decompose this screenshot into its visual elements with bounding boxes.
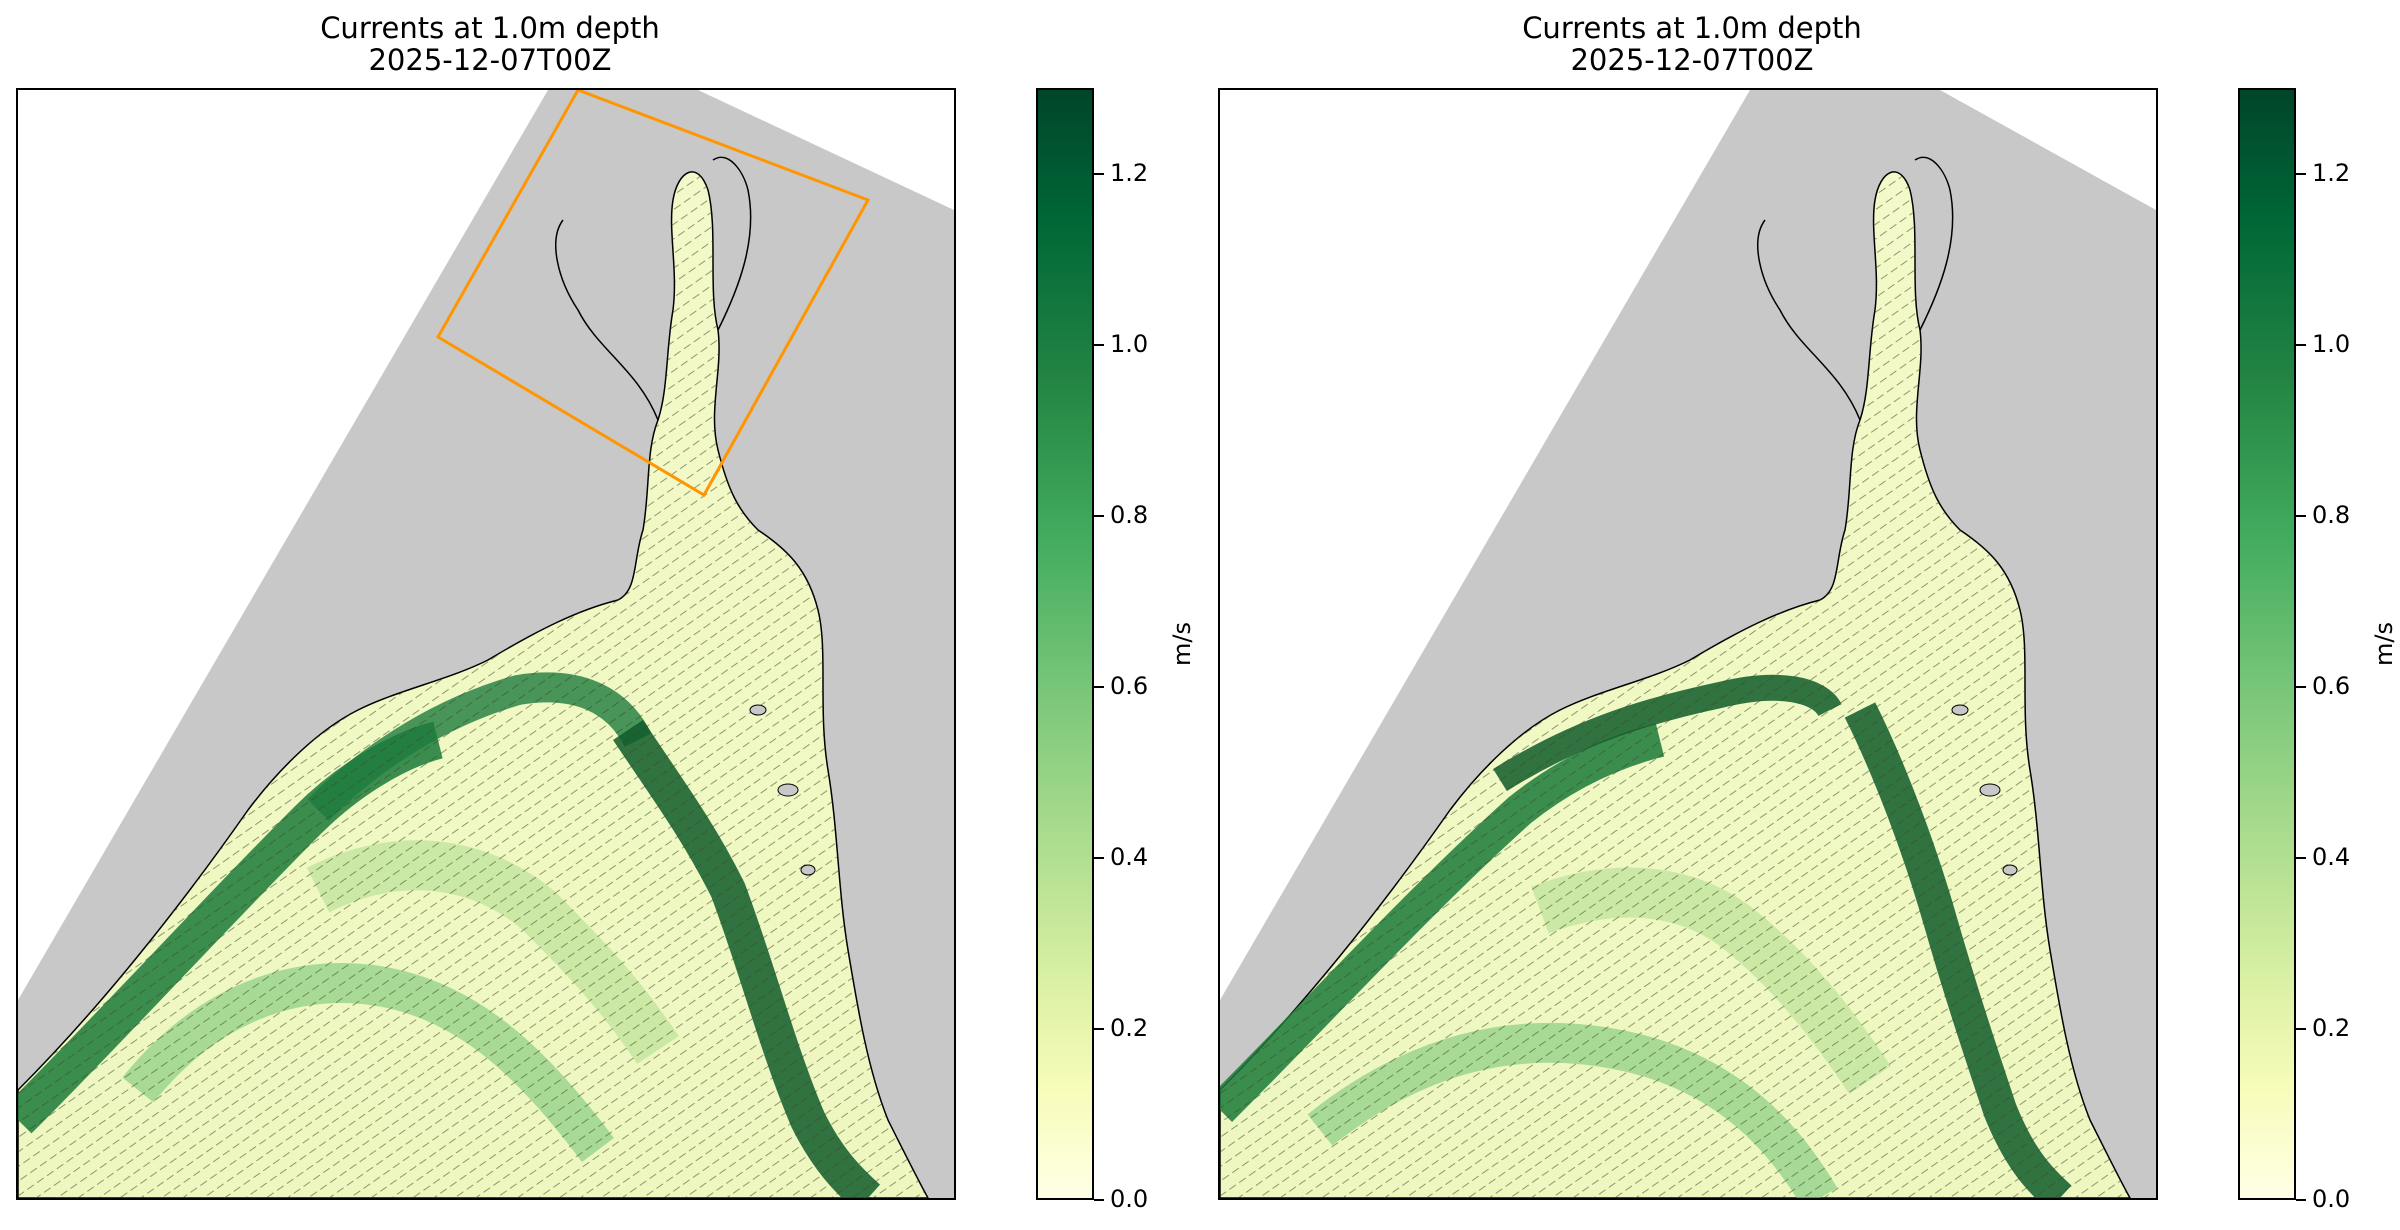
panel-2-colorbar-label: m/s [2369, 622, 2398, 666]
current-vectors [18, 171, 928, 1198]
cbar1-tick-6: 1.2 [1110, 159, 1149, 187]
fjord-arm-east [712, 156, 752, 331]
island [777, 783, 799, 797]
island [800, 864, 816, 876]
island [1951, 704, 1969, 716]
cbar2-tick-1: 0.2 [2312, 1014, 2351, 1042]
island [749, 704, 767, 716]
panel-1-colorbar-label: m/s [1167, 622, 1196, 666]
panel-2-title-line1: Currents at 1.0m depth [1522, 11, 1862, 45]
panel-1-colorbar [1036, 88, 1094, 1200]
panel-1-title-line1: Currents at 1.0m depth [320, 11, 660, 45]
fjord-arm-east [1914, 156, 1954, 331]
fjord-arm-west [1757, 219, 1861, 421]
island [1979, 783, 2001, 797]
cbar1-tick-1: 0.2 [1110, 1014, 1149, 1042]
panel-2-title: Currents at 1.0m depth 2025-12-07T00Z [1220, 12, 2164, 76]
cbar1-tick-4: 0.8 [1110, 501, 1149, 529]
cbar1-tick-3: 0.6 [1110, 672, 1149, 700]
island [2002, 864, 2018, 876]
panel-1-map-svg [18, 90, 954, 1198]
fjord-arm-west [555, 219, 659, 421]
panel-2-colorbar [2238, 88, 2296, 1200]
current-vectors [1220, 171, 2130, 1198]
cbar1-tick-2: 0.4 [1110, 843, 1149, 871]
panel-1-title: Currents at 1.0m depth 2025-12-07T00Z [18, 12, 962, 76]
cbar2-tick-0: 0.0 [2312, 1185, 2351, 1213]
cbar2-tick-4: 0.8 [2312, 501, 2351, 529]
panel-1-title-line2: 2025-12-07T00Z [368, 43, 612, 77]
cbar2-tick-6: 1.2 [2312, 159, 2351, 187]
cbar2-tick-3: 0.6 [2312, 672, 2351, 700]
panel-2-map-svg [1220, 90, 2156, 1198]
panel-2-title-line2: 2025-12-07T00Z [1570, 43, 1814, 77]
cbar2-tick-2: 0.4 [2312, 843, 2351, 871]
cbar2-tick-5: 1.0 [2312, 330, 2351, 358]
panel-2-map[interactable] [1218, 88, 2158, 1200]
subdomain-box [435, 90, 871, 498]
panel-1-map[interactable] [16, 88, 956, 1200]
cbar1-tick-0: 0.0 [1110, 1185, 1149, 1213]
cbar1-tick-5: 1.0 [1110, 330, 1149, 358]
